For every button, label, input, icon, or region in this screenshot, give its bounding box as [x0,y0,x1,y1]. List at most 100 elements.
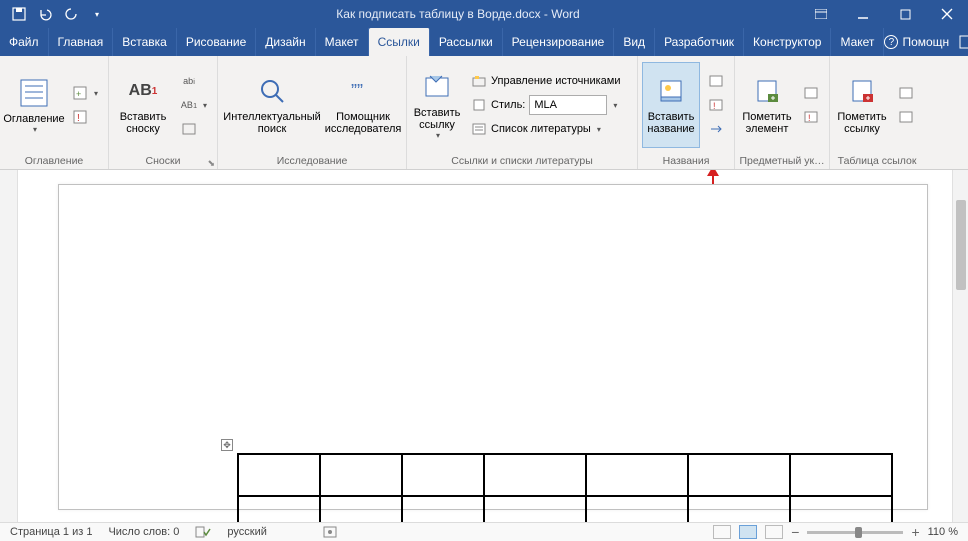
table-move-handle[interactable]: ✥ [221,439,233,451]
word-count[interactable]: Число слов: 0 [108,526,179,538]
tab-draw[interactable]: Рисование [177,28,256,56]
zoom-slider[interactable] [807,531,903,534]
zoom-out-button[interactable]: − [791,524,799,540]
insert-toa-button[interactable] [894,82,918,104]
table-cell[interactable] [586,454,688,496]
citation-label: Вставить ссылку [414,107,461,131]
table-cell[interactable] [484,454,586,496]
tab-home[interactable]: Главная [49,28,114,56]
table-cell[interactable] [688,496,790,522]
vertical-scrollbar[interactable] [952,170,968,522]
toc-button[interactable]: Оглавление▾ [4,62,64,148]
tab-developer[interactable]: Разработчик [655,28,744,56]
close-icon[interactable] [926,0,968,28]
web-layout-button[interactable] [765,525,783,539]
ribbon-tabs: Файл Главная Вставка Рисование Дизайн Ма… [0,28,968,56]
insert-endnote-button[interactable]: abi [177,70,211,92]
table-cell[interactable] [688,454,790,496]
document-table[interactable] [237,453,893,522]
tab-layout[interactable]: Макет [316,28,369,56]
spellcheck-icon[interactable] [195,526,211,538]
tab-table-design[interactable]: Конструктор [744,28,831,56]
print-layout-button[interactable] [739,525,757,539]
minimize-icon[interactable] [842,0,884,28]
help-icon[interactable]: ?Помощн [884,35,949,49]
tab-file[interactable]: Файл [0,28,49,56]
group-label-citations: Ссылки и списки литературы [407,154,637,169]
table-cell[interactable] [402,496,484,522]
cross-ref-button[interactable] [704,118,728,140]
tof-icon [708,73,724,89]
share-icon[interactable] [959,35,968,49]
table-cell[interactable] [238,496,320,522]
mark-citation-button[interactable]: Пометить ссылку [834,62,890,148]
zoom-level[interactable]: 110 % [928,526,958,538]
manage-sources-button[interactable]: Управление источниками [467,70,631,92]
group-research: Интеллектуальный поиск ”” Помощник иссле… [218,56,407,169]
insert-footnote-button[interactable]: AB1 Вставить сноску [113,62,173,148]
update-toc-button[interactable]: ! [68,106,102,128]
document-viewport[interactable]: ✥ [18,170,952,522]
table-cell[interactable] [586,496,688,522]
tab-insert[interactable]: Вставка [113,28,177,56]
insert-citation-button[interactable]: Вставить ссылку▾ [411,62,463,148]
add-text-button[interactable]: +▾ [68,82,102,104]
bibliography-button[interactable]: Список литературы▾ [467,118,631,140]
table-cell[interactable] [238,454,320,496]
caption-label: Вставить название [647,111,694,135]
save-icon[interactable] [10,5,28,23]
endnote-icon: abi [181,73,197,89]
mark-entry-button[interactable]: Пометить элемент [739,62,795,148]
tab-mailings[interactable]: Рассылки [430,28,503,56]
redo-icon[interactable] [62,5,80,23]
researcher-button[interactable]: ”” Помощник исследователя [324,62,402,148]
next-footnote-icon: AB1 [181,97,197,113]
group-label-toc: Оглавление [0,154,108,169]
zoom-in-button[interactable]: + [911,524,919,540]
tab-design[interactable]: Дизайн [256,28,315,56]
insert-index-button[interactable] [799,82,823,104]
table-cell[interactable] [790,496,892,522]
style-combo[interactable] [529,95,607,115]
citation-style-button[interactable]: Стиль: ▾ [467,94,631,116]
quick-access-toolbar: ▾ [0,5,116,23]
table-cell[interactable] [484,496,586,522]
show-notes-button[interactable] [177,118,211,140]
language-indicator[interactable]: русский [227,526,266,538]
ribbon-display-icon[interactable] [800,0,842,28]
window-controls [800,0,968,28]
footnote-icon: AB1 [127,75,159,107]
qat-customize-icon[interactable]: ▾ [88,5,106,23]
update-tof-button[interactable]: ! [704,94,728,116]
table-cell[interactable] [790,454,892,496]
smart-lookup-label: Интеллектуальный поиск [223,111,320,135]
update-toa-button[interactable] [894,106,918,128]
table-cell[interactable] [320,454,402,496]
tab-view[interactable]: Вид [614,28,655,56]
footnotes-launcher-icon[interactable]: ⬊ [207,158,215,169]
insert-tof-button[interactable] [704,70,728,92]
smart-lookup-button[interactable]: Интеллектуальный поиск [222,62,322,148]
group-footnotes: AB1 Вставить сноску abi AB1▾ Сноски⬊ [109,56,218,169]
page-indicator[interactable]: Страница 1 из 1 [10,526,92,538]
update-icon: ! [72,109,88,125]
zoom-knob[interactable] [855,527,862,538]
undo-icon[interactable] [36,5,54,23]
add-text-icon: + [72,85,88,101]
tab-review[interactable]: Рецензирование [503,28,615,56]
toc-icon [18,77,50,109]
tab-references[interactable]: Ссылки [369,28,430,56]
manage-sources-icon [471,73,487,89]
read-mode-button[interactable] [713,525,731,539]
group-captions: Вставить название ! Названия [638,56,735,169]
next-footnote-button[interactable]: AB1▾ [177,94,211,116]
scrollbar-thumb[interactable] [956,200,966,290]
macro-icon[interactable] [323,526,337,538]
caption-icon [655,75,687,107]
table-cell[interactable] [320,496,402,522]
tab-table-layout[interactable]: Макет [831,28,884,56]
update-index-button[interactable]: ! [799,106,823,128]
insert-caption-button[interactable]: Вставить название [642,62,700,148]
maximize-icon[interactable] [884,0,926,28]
table-cell[interactable] [402,454,484,496]
